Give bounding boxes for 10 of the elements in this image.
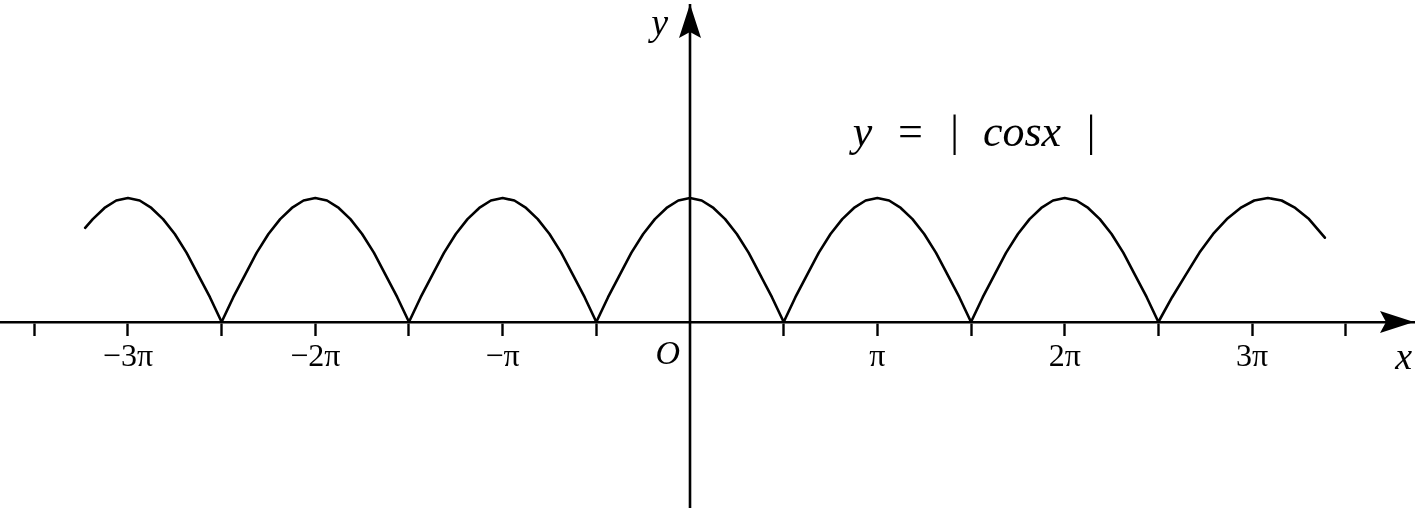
x-tick-label: −π <box>485 336 520 373</box>
x-axis-title: x <box>1394 334 1413 377</box>
x-tick-label: 2π <box>1048 336 1081 373</box>
x-tick-label: −3π <box>102 336 154 373</box>
text: y = | cosx | <box>848 106 1097 156</box>
x-tick-label: −2π <box>290 336 341 373</box>
x-tick-label: 3π <box>1236 336 1269 373</box>
text: O <box>655 333 680 371</box>
y-axis-title: y <box>647 0 669 43</box>
x-tick-label: π <box>869 336 886 373</box>
